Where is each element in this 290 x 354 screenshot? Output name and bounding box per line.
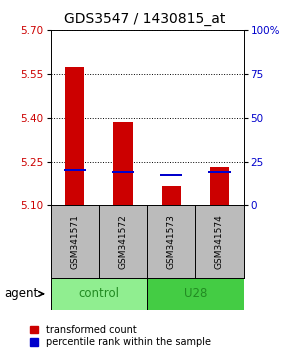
Bar xyxy=(113,122,133,205)
Text: U28: U28 xyxy=(184,287,207,300)
Text: agent: agent xyxy=(4,287,39,300)
Text: GSM341572: GSM341572 xyxy=(119,214,128,269)
Legend: transformed count, percentile rank within the sample: transformed count, percentile rank withi… xyxy=(28,323,213,349)
Text: GSM341574: GSM341574 xyxy=(215,214,224,269)
Bar xyxy=(210,167,229,205)
Bar xyxy=(147,278,244,310)
Bar xyxy=(209,171,231,173)
Text: control: control xyxy=(79,287,119,300)
Bar xyxy=(112,171,134,173)
Bar xyxy=(162,186,181,205)
Bar xyxy=(51,278,147,310)
Bar xyxy=(160,173,182,176)
Bar xyxy=(64,169,86,171)
Text: GDS3547 / 1430815_at: GDS3547 / 1430815_at xyxy=(64,12,226,27)
Bar xyxy=(65,68,84,205)
Text: GSM341571: GSM341571 xyxy=(70,214,79,269)
Text: GSM341573: GSM341573 xyxy=(167,214,176,269)
